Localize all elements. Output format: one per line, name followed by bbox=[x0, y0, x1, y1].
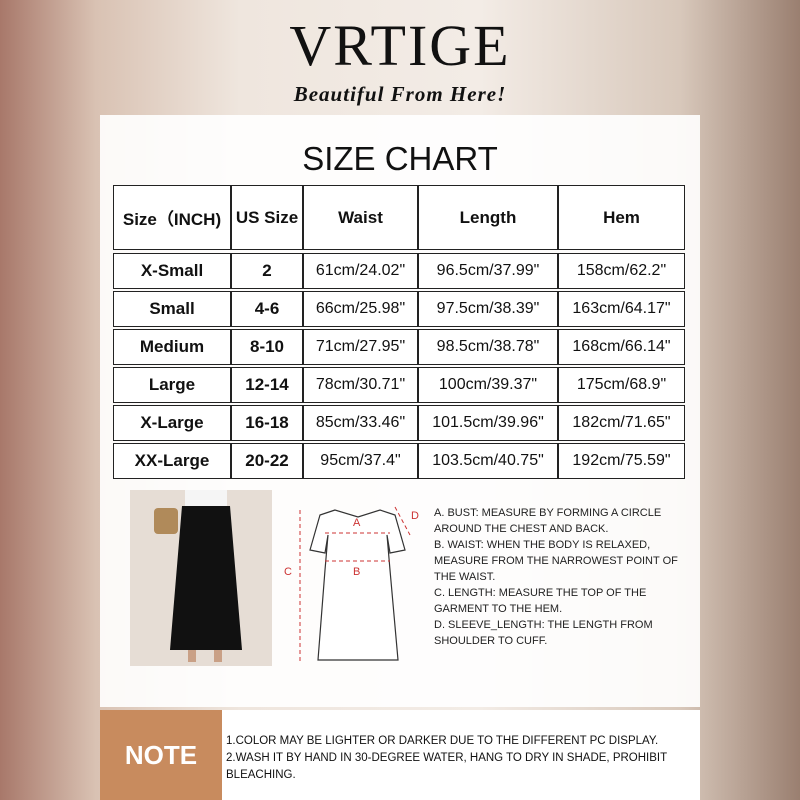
table-cell: X-Small bbox=[113, 253, 231, 289]
table-cell: 61cm/24.02" bbox=[303, 253, 418, 289]
skirt bbox=[170, 506, 242, 650]
bag bbox=[154, 508, 178, 534]
table-cell: 100cm/39.37" bbox=[418, 367, 558, 403]
table-cell: 168cm/66.14" bbox=[558, 329, 685, 365]
instruction: B. WAIST: WHEN THE BODY IS RELAXED, MEAS… bbox=[434, 539, 678, 583]
note-label: NOTE bbox=[100, 710, 222, 800]
sleeve-line bbox=[394, 506, 411, 536]
table-cell: 182cm/71.65" bbox=[558, 405, 685, 441]
note-line: 1.COLOR MAY BE LIGHTER OR DARKER DUE TO … bbox=[226, 735, 659, 747]
top bbox=[185, 490, 227, 506]
instruction: C. LENGTH: MEASURE THE TOP OF THE GARMEN… bbox=[434, 587, 647, 615]
table-cell: 85cm/33.46" bbox=[303, 405, 418, 441]
dress-diagram: A B C D bbox=[284, 506, 419, 663]
note-band bbox=[222, 710, 700, 800]
header-cell: Hem bbox=[558, 185, 685, 250]
table-cell: 158cm/62.2" bbox=[558, 253, 685, 289]
header-cell: Waist bbox=[303, 185, 418, 250]
diagram-label: A bbox=[353, 517, 361, 529]
diagram-label: C bbox=[284, 566, 292, 578]
brand: VRTIGE bbox=[289, 13, 511, 78]
instruction: D. SLEEVE_LENGTH: THE LENGTH FROM SHOULD… bbox=[434, 619, 653, 647]
diagram-label: D bbox=[411, 510, 419, 522]
table-cell: X-Large bbox=[113, 405, 231, 441]
table-cell: 97.5cm/38.39" bbox=[418, 291, 558, 327]
table-cell: 2 bbox=[231, 253, 303, 289]
table-cell: 163cm/64.17" bbox=[558, 291, 685, 327]
table-cell: 192cm/75.59" bbox=[558, 443, 685, 479]
table-cell: 98.5cm/38.78" bbox=[418, 329, 558, 365]
table-cell: 96.5cm/37.99" bbox=[418, 253, 558, 289]
leg bbox=[188, 650, 196, 662]
table-cell: 101.5cm/39.96" bbox=[418, 405, 558, 441]
note-line: 2.WASH IT BY HAND IN 30-DEGREE WATER, HA… bbox=[226, 752, 667, 781]
header-cell: Size（INCH) bbox=[113, 185, 231, 250]
table-cell: 4-6 bbox=[231, 291, 303, 327]
header-cell: Length bbox=[418, 185, 558, 250]
table-cell: 12-14 bbox=[231, 367, 303, 403]
instructions: A. BUST: MEASURE BY FORMING A CIRCLE ARO… bbox=[434, 505, 684, 649]
table-cell: 8-10 bbox=[231, 329, 303, 365]
title: SIZE CHART bbox=[302, 140, 498, 177]
leg bbox=[214, 650, 222, 662]
table-cell: 66cm/25.98" bbox=[303, 291, 418, 327]
diagram-label: B bbox=[353, 566, 360, 578]
note-text: 1.COLOR MAY BE LIGHTER OR DARKER DUE TO … bbox=[226, 733, 694, 784]
table-cell: XX-Large bbox=[113, 443, 231, 479]
model-illustration bbox=[154, 490, 242, 662]
header-cell: US Size bbox=[231, 185, 303, 250]
table-cell: 95cm/37.4" bbox=[303, 443, 418, 479]
table-cell: 71cm/27.95" bbox=[303, 329, 418, 365]
table-cell: Large bbox=[113, 367, 231, 403]
table-cell: 175cm/68.9" bbox=[558, 367, 685, 403]
table-cell: Medium bbox=[113, 329, 231, 365]
model-photo bbox=[130, 490, 272, 666]
instruction: A. BUST: MEASURE BY FORMING A CIRCLE ARO… bbox=[434, 507, 662, 535]
table-cell: 16-18 bbox=[231, 405, 303, 441]
table-cell: 20-22 bbox=[231, 443, 303, 479]
table-cell: Small bbox=[113, 291, 231, 327]
table-cell: 78cm/30.71" bbox=[303, 367, 418, 403]
tagline: Beautiful From Here! bbox=[293, 82, 507, 106]
table-cell: 103.5cm/40.75" bbox=[418, 443, 558, 479]
dress-outline bbox=[309, 509, 406, 661]
